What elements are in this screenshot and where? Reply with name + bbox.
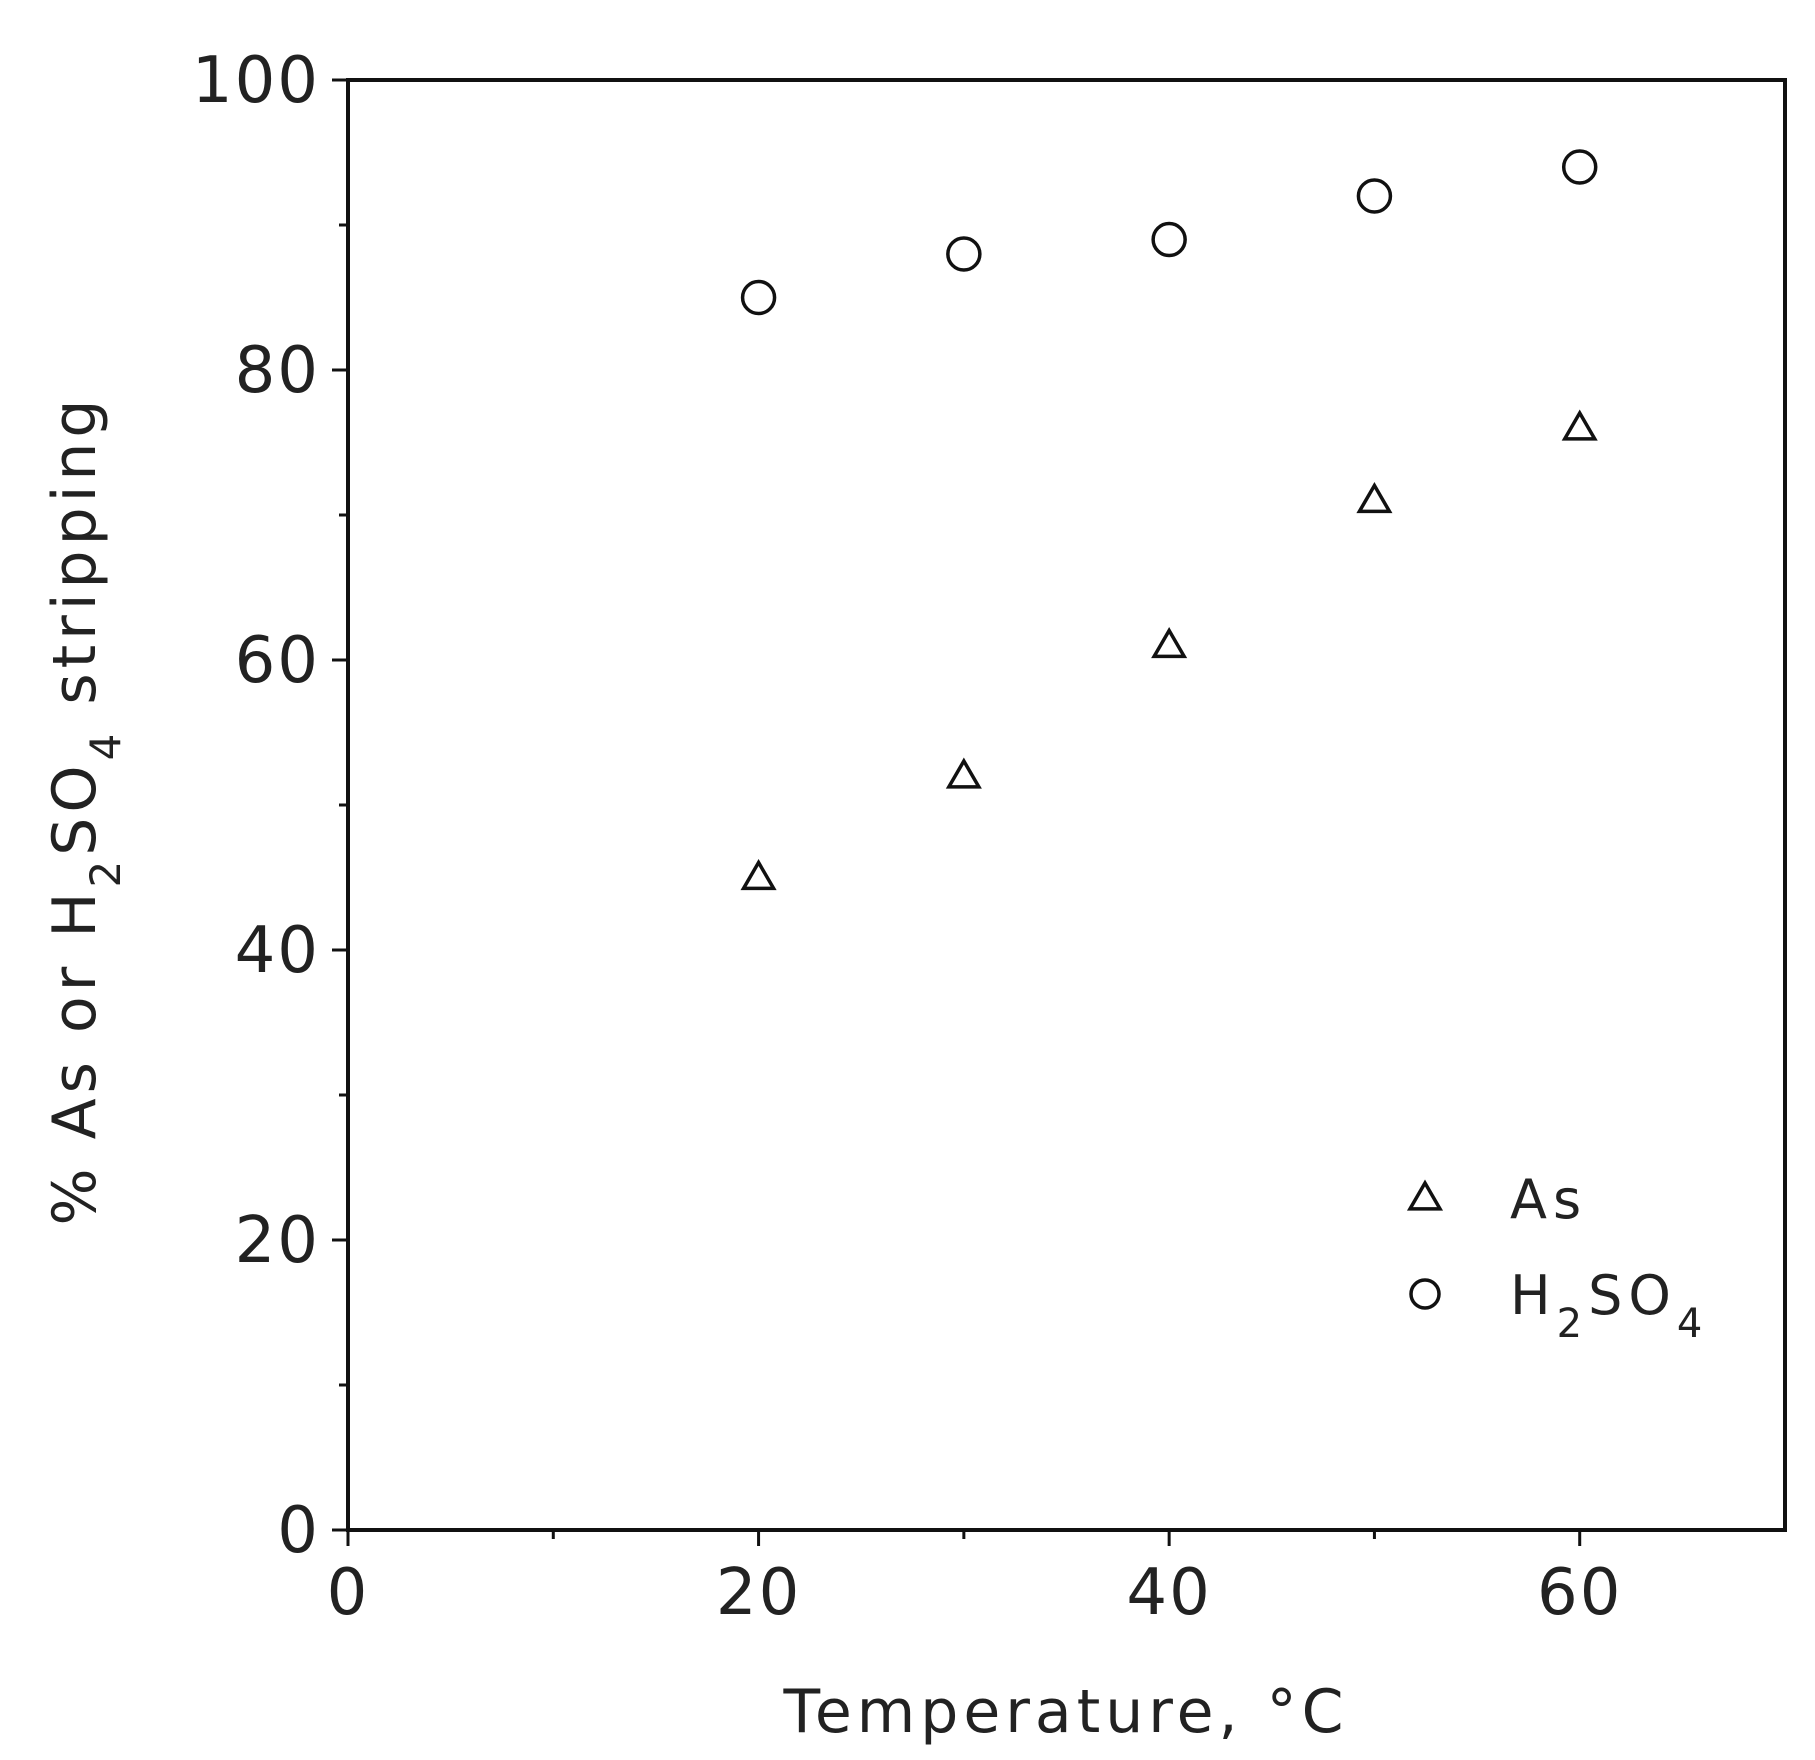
legend-label-as: As: [1510, 1168, 1587, 1231]
series-as-triangle-point: [1356, 482, 1393, 514]
subscript-text: 4: [1677, 1301, 1708, 1347]
y-tick-label: 100: [192, 44, 320, 118]
series-h2so4-circle-point: [1356, 178, 1393, 214]
legend-triangle-marker: [1406, 1179, 1444, 1211]
legend: As H2SO4: [1406, 1168, 1708, 1347]
legend-circle-marker: [1409, 1278, 1441, 1310]
series-as-triangle-point: [740, 859, 777, 891]
series-as-triangle-point: [1561, 409, 1598, 441]
series-h2so4-circle-point: [740, 279, 777, 316]
label-text: As: [1510, 1168, 1587, 1231]
series-h2so4: [740, 149, 1598, 316]
y-tick-label: 20: [235, 1204, 320, 1278]
subscript-text: 2: [81, 856, 130, 888]
tick-label-group: 0 20 40 60 0 20 40 60 80 100: [192, 44, 1622, 1630]
subscript-text: 4: [81, 729, 130, 761]
label-text: H: [1510, 1264, 1557, 1327]
x-tick-label: 60: [1537, 1556, 1622, 1630]
y-tick-label: 0: [277, 1494, 320, 1568]
tick-group: [332, 78, 1582, 1546]
label-text: SO: [40, 760, 110, 855]
legend-label-h2so4: H2SO4: [1510, 1264, 1708, 1347]
series-as-triangle-point: [945, 757, 982, 789]
label-text: stripping: [40, 395, 110, 729]
data-points: [740, 149, 1598, 891]
x-axis-title: Temperature, °C: [782, 1677, 1348, 1747]
subscript-text: 2: [1557, 1301, 1588, 1347]
x-tick-label: 40: [1126, 1556, 1211, 1630]
series-as-triangle-point: [1151, 627, 1188, 659]
label-text: SO: [1588, 1264, 1677, 1327]
legend-item-as: As: [1406, 1168, 1587, 1231]
y-tick-label: 40: [235, 914, 320, 988]
y-tick-label: 80: [235, 334, 320, 408]
series-h2so4-circle-point: [1151, 221, 1187, 258]
series-h2so4-circle-point: [1561, 149, 1598, 185]
series-h2so4-circle-point: [946, 236, 982, 272]
legend-item-h2so4: H2SO4: [1409, 1264, 1708, 1347]
y-tick-label: 60: [235, 624, 320, 698]
x-tick-label: 20: [716, 1556, 801, 1630]
x-tick-label: 0: [327, 1556, 370, 1630]
label-text: % As or H: [40, 887, 110, 1225]
y-axis-title: % As or H2SO4 stripping: [40, 395, 130, 1226]
series-as: [740, 409, 1598, 891]
